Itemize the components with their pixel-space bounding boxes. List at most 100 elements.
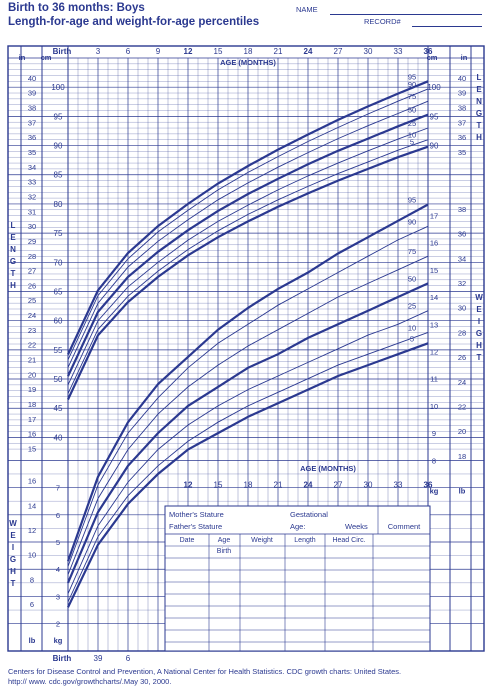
length-curve-p10 (67, 139, 429, 394)
lb-tick-right: 28 (458, 328, 466, 337)
bottom-age-tick: 33 (394, 481, 403, 490)
length-label-p25: 25 (408, 119, 416, 128)
bottom-age-tick: 36 (424, 481, 433, 490)
side-weight-letter-left: H (10, 567, 16, 576)
col-date: Date (180, 537, 195, 544)
side-weight-letter-right: W (475, 293, 483, 302)
weight-label-p75: 75 (408, 247, 416, 256)
side-length-letter-left: H (10, 281, 16, 290)
length-curve-p5 (67, 145, 429, 400)
cm-tick-left: 60 (54, 317, 63, 326)
cm-tick-left: 75 (54, 229, 63, 238)
cm-tick-left: 70 (54, 258, 63, 267)
kg-tick-right: 9 (432, 429, 436, 438)
gestational-label: Gestational (290, 510, 328, 519)
weight-label-p25: 25 (408, 302, 416, 311)
cm-tick-left: 90 (54, 142, 63, 151)
col-length: Length (294, 537, 316, 544)
weeks-label: Weeks (345, 522, 368, 531)
unit-kg-left: kg (54, 636, 63, 645)
gestational-age-label: Age: (290, 522, 305, 531)
length-curve-p50 (67, 113, 429, 377)
inch-tick-left: 28 (28, 252, 36, 261)
weight-label-p10: 10 (408, 323, 416, 332)
lb-tick-left: 12 (28, 526, 36, 535)
side-weight-letter-left: T (11, 579, 16, 588)
inch-tick-left: 21 (28, 356, 36, 365)
unit-in-left: in (19, 53, 26, 62)
top-age-tick: 36 (424, 47, 433, 56)
weight-curve-p10 (67, 331, 429, 603)
lb-tick-right: 34 (458, 254, 466, 263)
length-label-p95: 95 (408, 72, 416, 81)
cm-tick-left: 50 (54, 375, 63, 384)
length-label-p75: 75 (408, 92, 416, 101)
cm-tick-left: 45 (54, 404, 63, 413)
top-age-tick: 33 (394, 47, 403, 56)
top-age-tick: 18 (244, 47, 253, 56)
unit-lb-right: lb (459, 486, 466, 495)
kg-tick-left: 3 (56, 592, 60, 601)
kg-tick-left: 2 (56, 620, 60, 629)
lb-tick-right: 32 (458, 279, 466, 288)
inch-tick-right: 38 (458, 103, 466, 112)
bottom-left-age-tick: 6 (126, 654, 131, 663)
inch-tick-left: 39 (28, 89, 36, 98)
chart-title-line1: Birth to 36 months: Boys (8, 2, 145, 14)
side-length-letter-left: T (11, 269, 16, 278)
name-label: NAME (296, 5, 318, 14)
col-age: Age (218, 537, 231, 544)
side-weight-letter-right: E (476, 305, 482, 314)
name-line[interactable] (330, 14, 482, 15)
top-age-tick: 12 (184, 47, 193, 56)
side-weight-letter-right: H (476, 341, 482, 350)
col-head-circ: Head Circ. (332, 537, 365, 544)
side-length-letter-left: L (11, 221, 16, 230)
side-length-letter-left: E (10, 233, 16, 242)
cm-tick-left: 85 (54, 171, 63, 180)
inch-tick-left: 24 (28, 311, 36, 320)
unit-lb-left: lb (29, 636, 36, 645)
side-weight-letter-left: E (10, 531, 16, 540)
lb-tick-right: 18 (458, 452, 466, 461)
bottom-age-tick: 27 (334, 481, 343, 490)
top-age-tick: 3 (96, 47, 101, 56)
unit-cm-left: cm (41, 53, 52, 62)
record-line[interactable] (412, 26, 482, 27)
age-axis-label-bottom: AGE (MONTHS) (300, 464, 356, 473)
weight-label-p90: 90 (408, 217, 416, 226)
inch-tick-left: 35 (28, 148, 36, 157)
side-weight-letter-right: I (478, 317, 480, 326)
lb-tick-right: 26 (458, 353, 466, 362)
kg-tick-left: 7 (56, 484, 60, 493)
side-length-letter-right: G (476, 109, 482, 118)
lb-tick-right: 22 (458, 402, 466, 411)
weight-label-p5: 5 (410, 334, 414, 343)
inch-tick-right: 40 (458, 74, 466, 83)
top-age-tick: 6 (126, 47, 131, 56)
lb-tick-right: 20 (458, 427, 466, 436)
inch-tick-left: 15 (28, 444, 36, 453)
lb-tick-right: 36 (458, 230, 466, 239)
inch-tick-left: 37 (28, 118, 36, 127)
lb-tick-right: 24 (458, 378, 466, 387)
kg-tick-right: 15 (430, 266, 438, 275)
lb-tick-left: 6 (30, 600, 34, 609)
bottom-age-tick: 18 (244, 481, 253, 490)
bottom-age-tick: 12 (184, 481, 193, 490)
length-label-p10: 10 (408, 131, 416, 140)
weight-curve-p50 (66, 282, 429, 584)
kg-tick-right: 17 (430, 211, 438, 220)
inch-tick-left: 34 (28, 163, 36, 172)
length-label-p90: 90 (408, 80, 416, 89)
top-age-tick: 9 (156, 47, 161, 56)
top-age-tick: 24 (304, 47, 313, 56)
side-weight-letter-right: T (477, 353, 482, 362)
inch-tick-left: 26 (28, 281, 36, 290)
length-label-p5: 5 (410, 138, 414, 147)
length-curve-p75 (67, 100, 429, 368)
top-age-tick: 30 (364, 47, 373, 56)
length-label-p50: 50 (408, 106, 416, 115)
length-curve-p90 (67, 88, 429, 360)
